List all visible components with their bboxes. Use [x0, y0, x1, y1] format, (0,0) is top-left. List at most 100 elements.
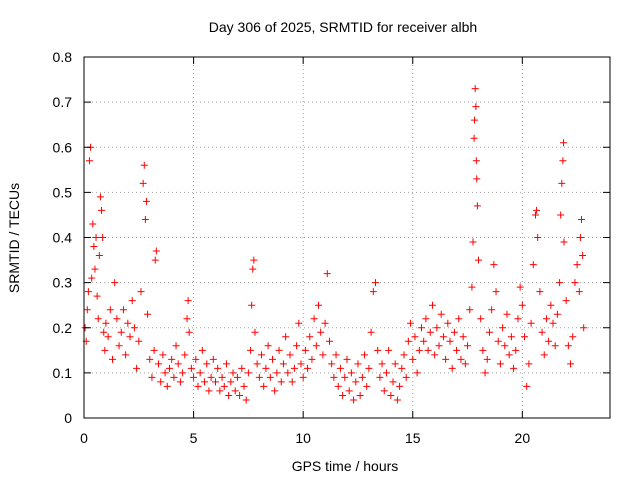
- data-point: [183, 315, 191, 323]
- data-point: [336, 364, 344, 372]
- data-point: [371, 279, 379, 287]
- data-point: [98, 206, 106, 214]
- y-tick-label: 0: [64, 410, 72, 426]
- data-point: [133, 364, 141, 372]
- data-point: [471, 85, 479, 93]
- data-point: [573, 261, 581, 269]
- data-point: [238, 364, 246, 372]
- data-point: [499, 324, 507, 332]
- data-point: [325, 337, 333, 345]
- data-point: [579, 252, 587, 260]
- data-point: [459, 333, 467, 341]
- data-point: [222, 360, 230, 368]
- data-point: [101, 346, 109, 354]
- data-point: [159, 351, 167, 359]
- data-point: [225, 391, 233, 399]
- x-tick-label: 0: [80, 430, 88, 446]
- data-point: [334, 382, 342, 390]
- x-axis-label: GPS time / hours: [292, 458, 399, 474]
- data-point: [461, 360, 469, 368]
- data-point: [553, 310, 561, 318]
- data-point: [251, 328, 259, 336]
- data-point: [94, 315, 102, 323]
- data-point: [96, 193, 104, 201]
- data-point: [507, 333, 515, 341]
- data-point: [249, 265, 257, 273]
- data-point: [556, 279, 564, 287]
- data-point: [510, 364, 518, 372]
- data-point: [407, 319, 415, 327]
- data-point: [523, 382, 531, 390]
- data-point: [536, 288, 544, 296]
- chart-title: Day 306 of 2025, SRMTID for receiver alb…: [209, 19, 477, 35]
- data-point: [374, 346, 382, 354]
- data-point: [135, 337, 143, 345]
- data-point: [155, 360, 163, 368]
- data-point: [88, 274, 96, 282]
- data-point: [170, 373, 178, 381]
- data-point: [209, 355, 217, 363]
- data-point: [148, 373, 156, 381]
- data-point: [521, 333, 529, 341]
- data-point: [248, 301, 256, 309]
- data-point: [439, 333, 447, 341]
- data-point: [398, 364, 406, 372]
- y-tick-label: 0.2: [53, 320, 73, 336]
- data-point: [137, 288, 145, 296]
- data-point: [531, 211, 539, 219]
- data-point: [365, 364, 373, 372]
- data-point: [165, 364, 173, 372]
- data-point: [161, 369, 169, 377]
- data-point: [286, 351, 294, 359]
- data-point: [560, 238, 568, 246]
- data-point: [409, 355, 417, 363]
- data-point: [361, 351, 369, 359]
- data-point: [142, 197, 150, 205]
- data-point: [157, 378, 165, 386]
- data-point: [240, 382, 248, 390]
- data-point: [567, 360, 575, 368]
- data-point: [151, 256, 159, 264]
- data-point: [402, 373, 410, 381]
- data-point: [124, 319, 132, 327]
- data-point: [306, 333, 314, 341]
- data-point: [557, 211, 565, 219]
- data-point: [404, 337, 412, 345]
- data-point: [100, 328, 108, 336]
- y-tick-label: 0.4: [53, 230, 73, 246]
- x-tick-label: 15: [405, 430, 421, 446]
- data-point: [198, 346, 206, 354]
- data-point: [242, 396, 250, 404]
- data-point: [505, 351, 513, 359]
- data-point: [455, 315, 463, 323]
- data-point: [163, 382, 171, 390]
- data-point: [562, 297, 570, 305]
- data-point: [297, 360, 305, 368]
- x-tick-label: 10: [295, 430, 311, 446]
- data-point: [250, 256, 258, 264]
- data-point: [345, 387, 353, 395]
- data-point: [260, 382, 268, 390]
- data-point: [268, 355, 276, 363]
- data-point: [104, 333, 112, 341]
- data-point: [473, 175, 481, 183]
- data-point: [341, 373, 349, 381]
- data-point: [382, 369, 390, 377]
- data-point: [350, 396, 358, 404]
- data-point: [352, 378, 360, 386]
- data-point: [301, 346, 309, 354]
- data-point: [385, 346, 393, 354]
- data-point: [139, 179, 147, 187]
- data-point: [363, 382, 371, 390]
- data-point: [473, 202, 481, 210]
- data-point: [551, 342, 559, 350]
- data-point: [378, 360, 386, 368]
- data-point: [501, 342, 509, 350]
- data-point: [93, 292, 101, 300]
- data-point: [472, 157, 480, 165]
- data-point: [580, 324, 588, 332]
- y-axis-label: SRMTID / TECUs: [6, 183, 22, 293]
- data-point: [212, 378, 219, 386]
- data-point: [310, 315, 318, 323]
